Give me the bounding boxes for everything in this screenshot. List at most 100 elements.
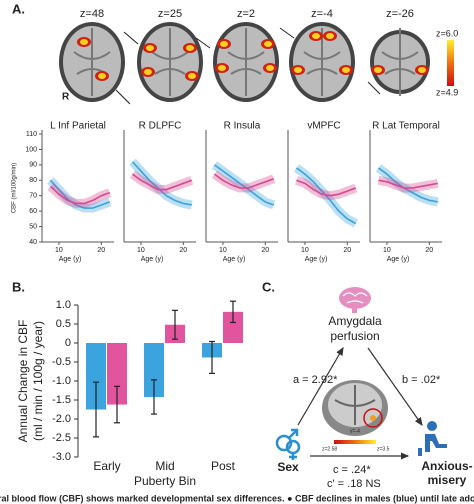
activation bbox=[80, 39, 88, 45]
edge-label: a = 2.92* bbox=[293, 374, 338, 386]
pointer bbox=[195, 37, 211, 49]
colorbar-label: z=2.58 bbox=[322, 446, 337, 452]
y-tick-label: 40 bbox=[29, 239, 37, 246]
diagram: Amygdala perfusion a = 2.92* b = .02* c … bbox=[275, 287, 473, 490]
activation bbox=[220, 41, 228, 47]
coronal-slice bbox=[322, 380, 388, 444]
brain-fold bbox=[227, 28, 265, 96]
activation bbox=[418, 67, 426, 73]
edge-label: c' = .18 NS bbox=[327, 478, 381, 490]
activation bbox=[186, 45, 194, 51]
x-tick-label: 20 bbox=[97, 247, 105, 254]
subplot-title: L Inf Parietal bbox=[50, 121, 106, 132]
activation bbox=[146, 45, 154, 51]
colorbar-label: z=4.9 bbox=[436, 87, 458, 97]
x-tick-label: 10 bbox=[55, 247, 63, 254]
y-tick-label: -1.5 bbox=[52, 394, 71, 406]
y-tick-label: -1.0 bbox=[52, 375, 71, 387]
trend-line bbox=[378, 179, 438, 189]
error-bar bbox=[230, 300, 236, 324]
slice-label: z=25 bbox=[158, 8, 182, 20]
brain-slice bbox=[137, 22, 203, 102]
pointer bbox=[115, 89, 131, 105]
error-bar bbox=[209, 340, 215, 374]
caption: ral blood flow (CBF) shows marked develo… bbox=[0, 493, 474, 503]
x-tick-label: Early bbox=[93, 459, 120, 473]
brain-slice bbox=[59, 22, 125, 102]
confidence-band bbox=[294, 176, 358, 201]
y-axis-label: CBF (ml/100g/min) bbox=[12, 163, 18, 213]
node-label: misery bbox=[428, 473, 467, 487]
pointer bbox=[123, 31, 139, 45]
x-axis-label: Age (y) bbox=[387, 256, 410, 263]
activation bbox=[294, 67, 302, 73]
node-label: Sex bbox=[277, 460, 299, 474]
activation bbox=[312, 33, 320, 39]
error-bar bbox=[114, 385, 120, 424]
slice-label: z=-4 bbox=[311, 8, 333, 20]
panel-label: A. bbox=[12, 1, 25, 16]
y-axis-label: Annual Change in CBF bbox=[16, 320, 30, 443]
y-tick-label: -0.5 bbox=[52, 356, 71, 368]
subplot-title: vMPFC bbox=[307, 121, 340, 132]
trend-line bbox=[49, 185, 111, 205]
y-tick-label: 0.5 bbox=[56, 318, 71, 330]
bar bbox=[144, 343, 164, 397]
brain-fold bbox=[303, 28, 341, 96]
arrow bbox=[367, 347, 423, 426]
activation bbox=[264, 41, 272, 47]
subplot-title: R Lat Temporal bbox=[372, 121, 440, 132]
y-tick-label: 90 bbox=[29, 162, 37, 169]
trend-line bbox=[213, 164, 275, 206]
x-tick-label: 20 bbox=[179, 247, 187, 254]
trend-line bbox=[131, 161, 192, 206]
activation bbox=[342, 67, 350, 73]
bar bbox=[223, 311, 243, 343]
y-tick-label: 110 bbox=[26, 131, 37, 138]
y-tick-label: 60 bbox=[29, 208, 37, 215]
trend-line bbox=[213, 173, 275, 189]
x-tick-label: Post bbox=[211, 459, 236, 473]
bar bbox=[86, 343, 106, 410]
brain-icon bbox=[339, 287, 371, 313]
panel-label: C. bbox=[262, 279, 275, 294]
y-tick-label: 0 bbox=[65, 337, 71, 349]
activation bbox=[266, 65, 274, 71]
side-label: R bbox=[62, 92, 70, 103]
colorbar-label: z=6.0 bbox=[436, 28, 458, 38]
trend-line bbox=[377, 167, 438, 203]
x-tick-label: 10 bbox=[301, 247, 309, 254]
x-axis-label: Age (y) bbox=[141, 256, 164, 263]
y-tick-label: 100 bbox=[25, 146, 37, 153]
trend-line bbox=[49, 179, 111, 209]
sex-icon bbox=[275, 428, 301, 460]
brain-fold bbox=[151, 28, 189, 96]
panel-label: B. bbox=[12, 279, 25, 294]
activation bbox=[374, 67, 382, 73]
x-tick-label: Mid bbox=[155, 459, 174, 473]
node-label: Anxious- bbox=[421, 459, 472, 473]
x-tick-label: 20 bbox=[343, 247, 351, 254]
slice-label: z=-26 bbox=[386, 8, 414, 20]
arrow bbox=[297, 346, 344, 426]
node-label: perfusion bbox=[330, 329, 379, 343]
brain-fold bbox=[381, 28, 419, 96]
trend-line bbox=[296, 179, 357, 197]
x-tick-label: 10 bbox=[383, 247, 391, 254]
edge-label: b = .02* bbox=[402, 374, 441, 386]
x-tick-label: 10 bbox=[137, 247, 145, 254]
pointer bbox=[279, 27, 295, 39]
y-tick-label: 70 bbox=[29, 193, 37, 200]
brain-slice bbox=[289, 22, 355, 102]
slice-label: z=48 bbox=[80, 8, 104, 20]
subplot-title: R DLPFC bbox=[139, 121, 182, 132]
y-tick-label: -2.0 bbox=[52, 413, 71, 425]
slice-label: z=2 bbox=[237, 8, 255, 20]
error-bar bbox=[93, 381, 99, 438]
activation bbox=[98, 73, 106, 79]
y-tick-label: 80 bbox=[29, 177, 37, 184]
y-tick-label: -2.5 bbox=[52, 432, 71, 444]
y-tick-label: -3.0 bbox=[52, 451, 71, 463]
brain-slice bbox=[370, 28, 430, 96]
